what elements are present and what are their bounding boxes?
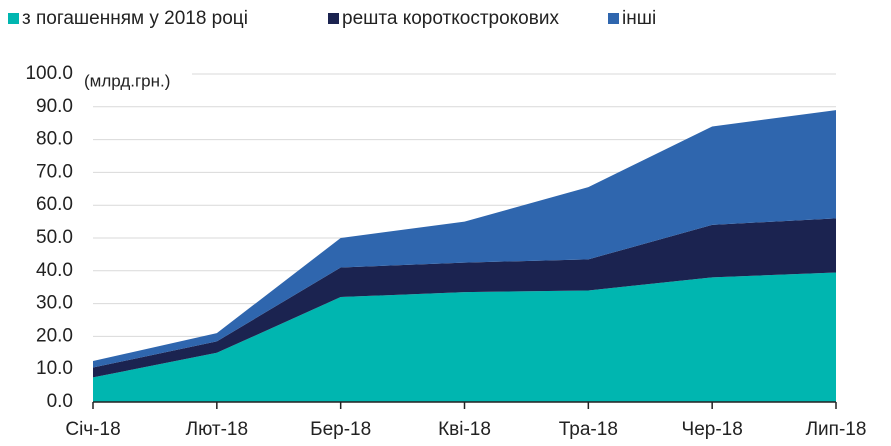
- x-tick-label: Тра-18: [559, 419, 618, 440]
- y-tick-label: 70.0: [36, 161, 73, 182]
- x-tick-label: Бер-18: [310, 419, 371, 440]
- y-tick-label: 50.0: [36, 227, 73, 248]
- unit-label-bg: [80, 70, 192, 92]
- legend-swatch: [608, 13, 619, 24]
- legend-swatch: [8, 13, 19, 24]
- x-tick-label: Лют-18: [186, 419, 248, 440]
- y-tick-label: 80.0: [36, 129, 73, 150]
- y-tick-label: 100.0: [25, 63, 73, 84]
- x-tick-label: Кві-18: [438, 419, 491, 440]
- legend-label: з погашенням у 2018 році: [22, 8, 248, 29]
- y-tick-label: 40.0: [36, 260, 73, 281]
- x-tick-label: Лип-18: [806, 419, 867, 440]
- y-tick-label: 10.0: [36, 358, 73, 379]
- unit-label: (млрд.грн.): [84, 71, 170, 90]
- area: [93, 218, 836, 378]
- legend-label: інші: [622, 8, 656, 29]
- y-tick-label: 30.0: [36, 293, 73, 314]
- area: [93, 110, 836, 368]
- y-tick-label: 60.0: [36, 194, 73, 215]
- y-tick-label: 90.0: [36, 96, 73, 117]
- x-tick-label: Січ-18: [65, 419, 120, 440]
- y-tick-label: 0.0: [47, 391, 73, 412]
- legend-label: решта короткострокових: [342, 8, 559, 29]
- x-tick-label: Чер-18: [682, 419, 743, 440]
- y-tick-label: 20.0: [36, 325, 73, 346]
- legend-swatch: [328, 13, 339, 24]
- area: [93, 272, 836, 402]
